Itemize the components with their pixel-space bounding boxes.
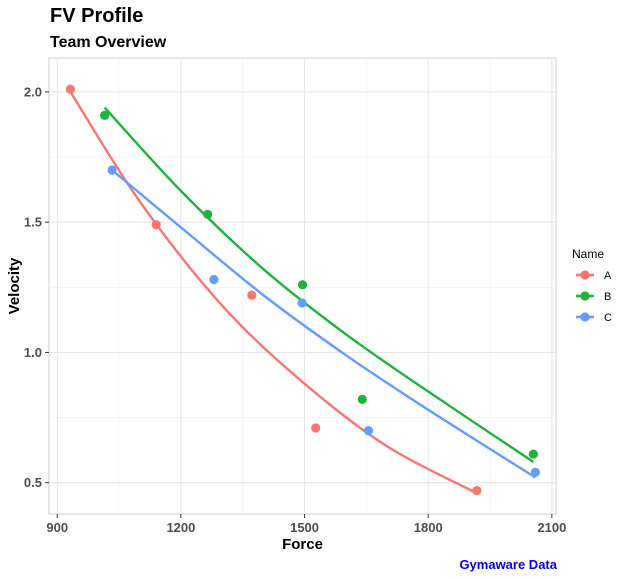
legend-key-point-A — [580, 270, 590, 280]
data-point-C — [530, 467, 540, 477]
x-tick-label: 1800 — [414, 520, 443, 535]
legend-key-point-C — [580, 312, 590, 322]
y-tick-label: 1.0 — [24, 345, 42, 360]
x-axis-title: Force — [282, 536, 323, 553]
data-point-A — [65, 84, 76, 94]
data-point-C — [107, 165, 117, 175]
data-point-C — [297, 298, 307, 308]
x-tick-label: 900 — [46, 520, 68, 535]
legend-title: Name — [572, 247, 604, 261]
legend-label-C: C — [604, 312, 612, 324]
data-point-B — [357, 394, 367, 404]
y-tick-label: 1.5 — [24, 215, 42, 230]
fit-line-B — [103, 106, 534, 463]
legend: Name ABC — [572, 247, 612, 324]
data-point-B — [528, 449, 538, 459]
y-axis-title: Velocity — [6, 257, 23, 314]
data-point-B — [297, 280, 308, 290]
y-axis-ticks: 0.5 1.0 1.5 2.0 — [24, 84, 49, 490]
data-point-B — [203, 209, 213, 219]
caption: Gymaware Data — [459, 557, 557, 572]
data-point-C — [363, 426, 374, 436]
y-tick-label: 0.5 — [24, 475, 42, 490]
x-tick-label: 1200 — [166, 520, 195, 535]
data-points — [65, 84, 540, 496]
y-tick-label: 2.0 — [24, 84, 42, 99]
chart-title: FV Profile — [50, 5, 143, 27]
chart-subtitle: Team Overview — [50, 34, 167, 51]
x-axis-ticks: 900 1200 1500 1800 2100 — [46, 514, 566, 535]
fit-curves — [69, 91, 537, 495]
legend-label-A: A — [604, 270, 612, 282]
fit-line-C — [111, 169, 537, 479]
x-tick-label: 2100 — [537, 520, 566, 535]
legend-key-point-B — [580, 291, 590, 301]
data-point-A — [311, 423, 321, 433]
data-point-C — [209, 274, 219, 285]
data-point-A — [472, 485, 482, 496]
x-tick-label: 1500 — [290, 520, 319, 535]
data-point-A — [151, 220, 161, 230]
data-point-A — [247, 290, 257, 300]
data-point-B — [100, 110, 110, 120]
legend-label-B: B — [604, 291, 611, 303]
